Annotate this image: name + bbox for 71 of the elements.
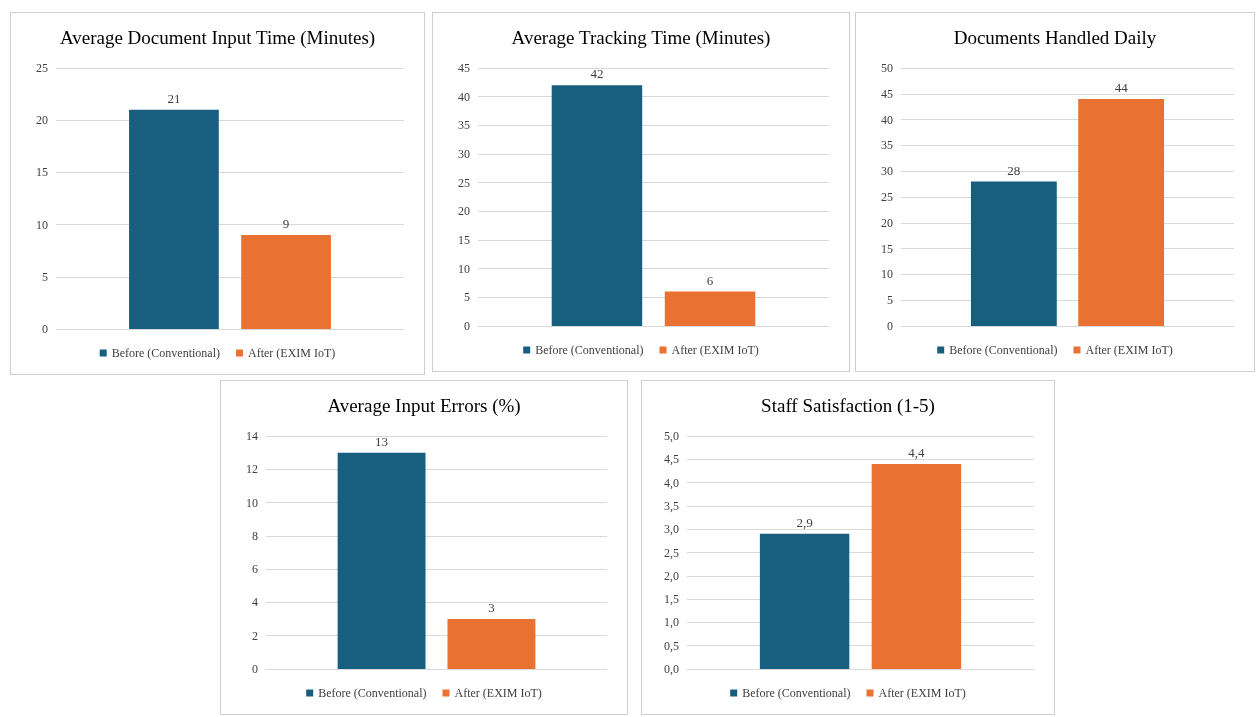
y-tick-label: 50: [881, 61, 893, 75]
legend-label: After (EXIM IoT): [671, 343, 759, 357]
y-tick-label: 4: [252, 595, 258, 610]
legend-label: After (EXIM IoT): [1085, 343, 1173, 357]
y-tick-label: 6: [252, 562, 258, 577]
y-tick-label: 45: [881, 86, 893, 101]
y-tick-label: 30: [458, 147, 470, 161]
y-tick-label: 3,5: [664, 498, 679, 513]
legend-label: After (EXIM IoT): [454, 686, 542, 700]
y-tick-label: 35: [881, 138, 893, 153]
data-label: 42: [590, 66, 604, 82]
y-tick-label: 30: [881, 164, 893, 179]
y-tick-label: 4,5: [664, 452, 679, 467]
data-label: 44: [1114, 79, 1129, 95]
y-tick-label: 0: [42, 322, 48, 336]
chart-title: Average Document Input Time (Minutes): [59, 27, 376, 49]
y-tick-label: 25: [881, 190, 893, 204]
y-tick-label: 20: [881, 215, 893, 230]
chart-title: Average Tracking Time (Minutes): [511, 27, 771, 49]
y-tick-label: 1,5: [664, 592, 679, 607]
y-tick-label: 5: [887, 293, 893, 308]
y-tick-label: 3,0: [664, 522, 679, 537]
y-tick-label: 40: [458, 89, 470, 104]
y-tick-label: 35: [458, 118, 470, 133]
y-tick-label: 8: [252, 528, 258, 543]
y-tick-label: 10: [36, 217, 48, 232]
data-label: 21: [167, 90, 181, 106]
legend-label: Before (Conventional): [949, 343, 1058, 357]
legend-label: After (EXIM IoT): [248, 346, 336, 360]
y-tick-label: 10: [881, 267, 893, 282]
y-tick-label: 5: [464, 290, 470, 305]
legend-label: Before (Conventional): [318, 686, 427, 700]
y-tick-label: 5,0: [664, 429, 679, 443]
y-tick-label: 0: [887, 319, 893, 333]
data-label: 4,4: [908, 444, 926, 460]
legend-label: Before (Conventional): [111, 346, 221, 360]
legend-label: Before (Conventional): [535, 343, 644, 357]
y-tick-label: 0,0: [664, 662, 679, 676]
y-tick-label: 25: [36, 61, 48, 75]
y-tick-label: 15: [458, 233, 470, 247]
y-tick-label: 10: [246, 495, 258, 510]
chart-title: Documents Handled Daily: [953, 27, 1157, 48]
chart-title: Average Input Errors (%): [327, 395, 521, 417]
y-tick-label: 45: [458, 61, 470, 75]
legend-label: After (EXIM IoT): [878, 686, 966, 700]
data-label: 28: [1007, 162, 1021, 178]
y-tick-label: 2,5: [664, 545, 679, 560]
y-tick-label: 20: [458, 204, 470, 219]
y-tick-label: 20: [36, 113, 48, 128]
y-tick-label: 0,5: [664, 638, 679, 653]
y-tick-label: 15: [36, 165, 48, 180]
y-tick-label: 10: [458, 261, 470, 276]
y-tick-label: 2: [252, 628, 258, 643]
data-label: 6: [706, 272, 714, 288]
y-tick-label: 2,0: [664, 568, 679, 583]
y-tick-label: 5: [42, 269, 48, 284]
data-label: 13: [375, 433, 389, 449]
y-tick-label: 14: [246, 429, 258, 443]
y-tick-label: 0: [464, 319, 470, 333]
y-tick-label: 0: [252, 662, 258, 676]
y-tick-label: 40: [881, 112, 893, 127]
y-tick-label: 12: [246, 462, 258, 477]
y-tick-label: 1,0: [664, 615, 679, 630]
y-tick-label: 15: [881, 241, 893, 256]
data-label: 2,9: [796, 514, 813, 530]
y-tick-label: 4,0: [664, 475, 679, 490]
data-label: 3: [488, 600, 495, 616]
y-tick-label: 25: [458, 175, 470, 190]
chart-title: Staff Satisfaction (1-5): [761, 395, 935, 417]
data-label: 9: [282, 216, 290, 232]
legend-label: Before (Conventional): [742, 686, 851, 700]
